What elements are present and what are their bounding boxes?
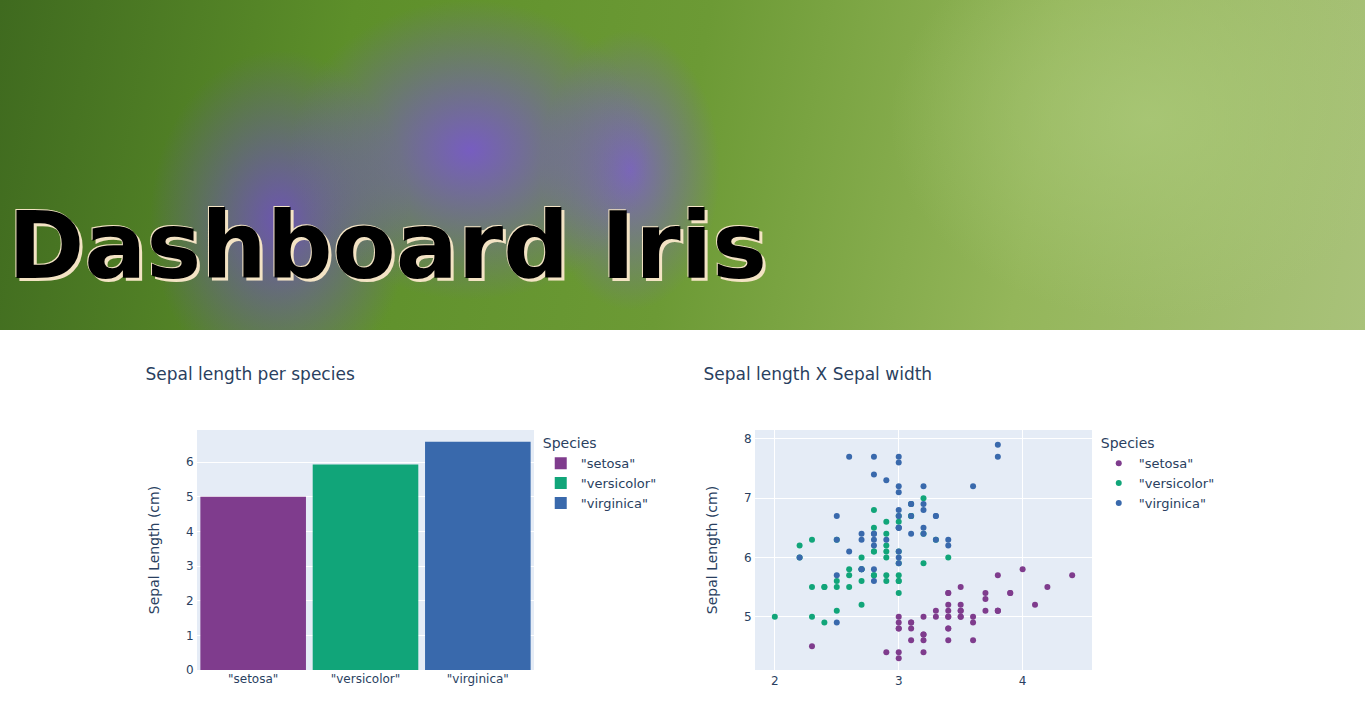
svg-text:0: 0 [186,663,194,677]
svg-text:8: 8 [744,432,752,446]
svg-text:1: 1 [186,629,194,643]
svg-text:Sepal length per species: Sepal length per species [145,364,354,384]
svg-text:6: 6 [744,551,752,565]
svg-text:4: 4 [1019,674,1027,688]
svg-text:5: 5 [744,610,752,624]
svg-text:"versicolor": "versicolor" [1139,476,1214,491]
svg-text:"setosa": "setosa" [228,672,278,686]
svg-text:2: 2 [186,594,194,608]
svg-text:4: 4 [186,525,194,539]
svg-text:"virginica": "virginica" [447,672,509,686]
svg-text:3: 3 [186,559,194,573]
svg-text:"setosa": "setosa" [581,456,636,471]
svg-text:Species: Species [543,435,597,451]
html-text:Dashboard Iris: Dashboard Iris [8,193,767,300]
svg-text:"versicolor": "versicolor" [581,476,656,491]
svg-text:Species: Species [1101,435,1155,451]
svg-text:3: 3 [895,674,903,688]
svg-text:"virginica": "virginica" [1139,496,1206,511]
svg-text:Sepal Length (cm): Sepal Length (cm) [704,486,720,614]
svg-text:"setosa": "setosa" [1139,456,1194,471]
svg-text:7: 7 [744,491,752,505]
svg-text:"virginica": "virginica" [581,496,648,511]
svg-text:"versicolor": "versicolor" [331,672,401,686]
svg-text:Sepal length X Sepal width: Sepal length X Sepal width [703,364,932,384]
svg-text:Sepal Length (cm): Sepal Length (cm) [146,486,162,614]
svg-text:2: 2 [771,674,779,688]
svg-text:6: 6 [186,455,194,469]
svg-text:5: 5 [186,490,194,504]
